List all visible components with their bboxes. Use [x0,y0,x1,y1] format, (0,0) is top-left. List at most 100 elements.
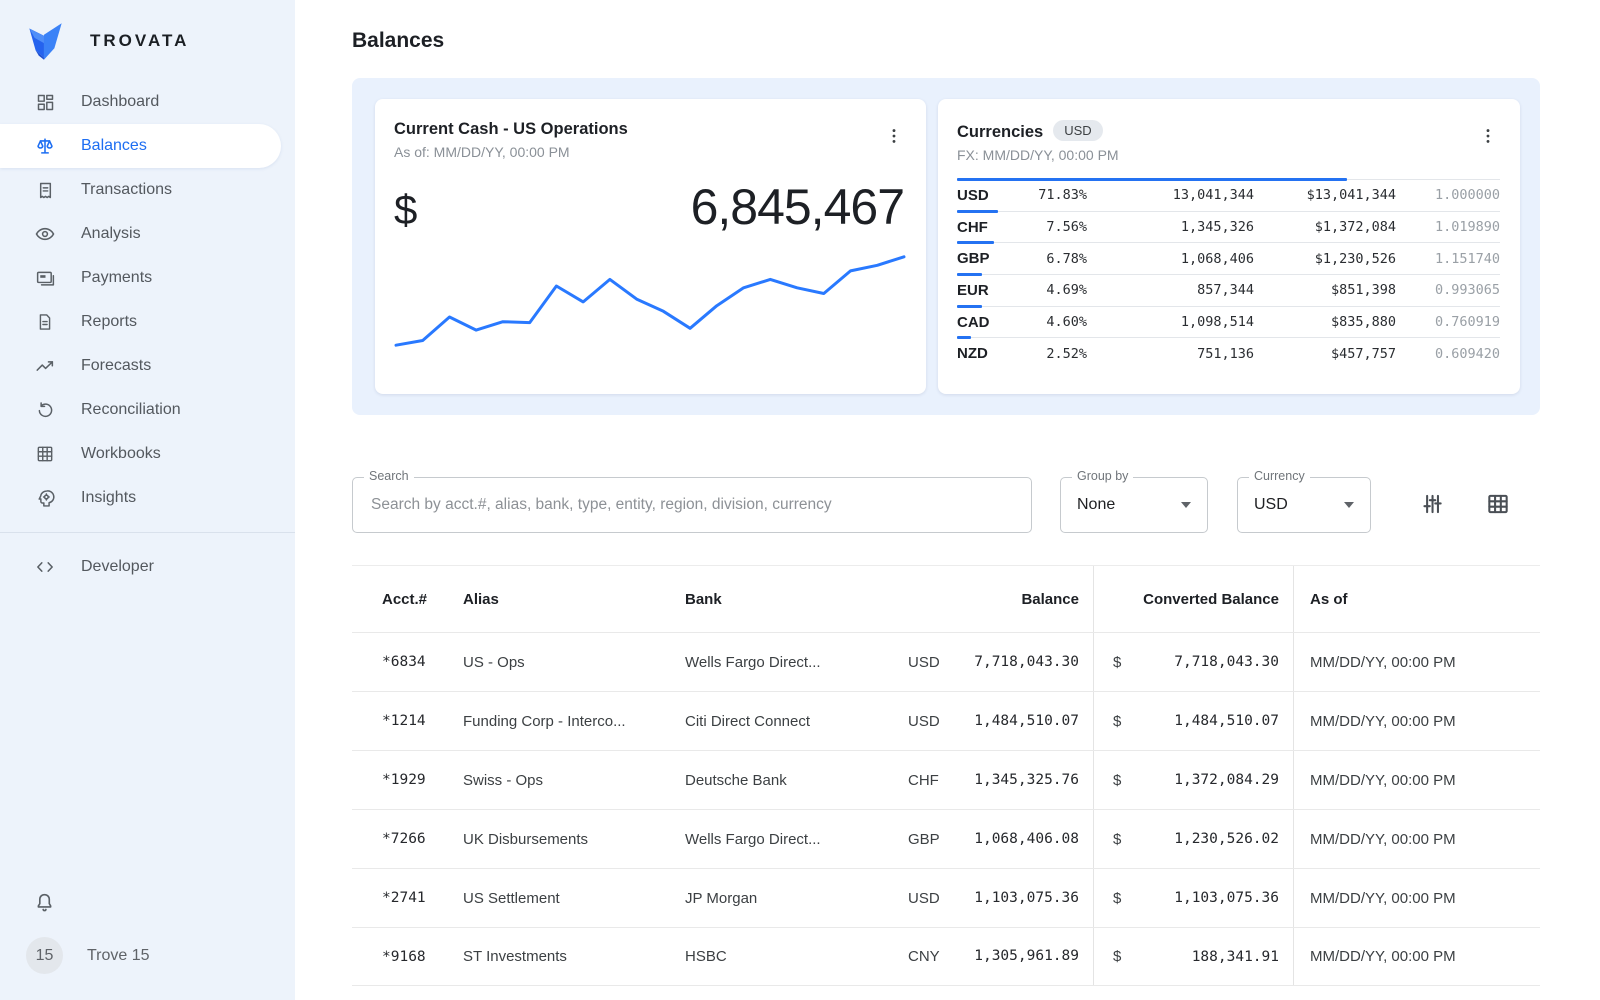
grid-view-button[interactable] [1483,489,1513,522]
currency-code: GBP [957,250,1009,267]
cash-amount: 6,845,467 [691,178,904,236]
currency-converted: $13,041,344 [1254,187,1396,203]
document-icon [33,310,57,334]
table-row[interactable]: *9168 ST Investments HSBC CNY1,305,961.8… [352,927,1540,986]
sidebar-item-label: Reports [81,313,137,331]
currency-amount: 1,098,514 [1087,314,1254,330]
header-converted-text: Converted Balance [1143,591,1279,608]
cell-ccy: USD [908,713,940,730]
sidebar-item-dashboard[interactable]: Dashboard [0,80,295,124]
table-header-row: Acct.# Alias Bank Balance Converted Bala… [352,566,1540,632]
cell-alias: Swiss - Ops [463,772,685,789]
brand-name: TROVATA [90,31,189,51]
sidebar-item-payments[interactable]: Payments [0,256,295,300]
table-grid-icon [1485,491,1511,517]
currency-amount: 13,041,344 [1087,187,1254,203]
code-icon [33,555,57,579]
sidebar-item-label: Forecasts [81,357,151,375]
header-acct: Acct.# [352,591,463,608]
table-row[interactable]: *2741 US Settlement JP Morgan USD1,103,0… [352,868,1540,927]
cell-dollar-sign: $ [1113,948,1121,965]
brand-row: TROVATA [0,0,295,66]
currency-select[interactable]: Currency USD [1237,477,1371,533]
search-input[interactable] [353,496,1031,514]
cash-card-as-of: As of: MM/DD/YY, 00:00 PM [394,144,628,160]
cell-balance: 1,345,325.76 [974,772,1079,789]
cell-dollar-sign: $ [1113,713,1121,730]
search-field-label: Search [364,469,414,483]
cell-dollar-sign: $ [1113,654,1121,671]
currency-amount: 1,068,406 [1087,251,1254,267]
currencies-card-menu-button[interactable] [1476,124,1500,151]
cell-bank: Wells Fargo Direct... [685,654,882,671]
cell-ccy: CNY [908,948,940,965]
sidebar-item-transactions[interactable]: Transactions [0,168,295,212]
cash-card-menu-button[interactable] [882,124,906,151]
filter-bar: Search Group by None Currency USD [352,477,1540,533]
sidebar-item-reports[interactable]: Reports [0,300,295,344]
chevron-down-icon [1344,502,1354,508]
sidebar-item-label: Workbooks [81,445,161,463]
sidebar-item-forecasts[interactable]: Forecasts [0,344,295,388]
receipt-icon [33,178,57,202]
currency-code: CHF [957,219,1009,236]
table-row[interactable]: *1214 Funding Corp - Interco... Citi Dir… [352,691,1540,750]
cell-alias: US Settlement [463,890,685,907]
table-row[interactable]: *1929 Swiss - Ops Deutsche Bank CHF1,345… [352,750,1540,809]
cell-alias: UK Disbursements [463,831,685,848]
sidebar-item-analysis[interactable]: Analysis [0,212,295,256]
currency-rate: 0.993065 [1396,282,1500,298]
kebab-icon [884,126,904,146]
sidebar-item-insights[interactable]: Insights [0,476,295,520]
refresh-icon [33,398,57,422]
currencies-usd-badge: USD [1053,120,1102,141]
cell-ccy: CHF [908,772,939,789]
sidebar-item-label: Dashboard [81,93,159,111]
profile-menu[interactable]: 15 Trove 15 [0,937,295,974]
sidebar-item-developer[interactable]: Developer [0,545,295,589]
currency-converted: $1,230,526 [1254,251,1396,267]
currency-rate: 1.000000 [1396,187,1500,203]
cash-sparkline-line [396,257,904,345]
cell-as-of: MM/DD/YY, 00:00 PM [1294,948,1540,965]
column-settings-button[interactable] [1417,489,1447,522]
currency-share-bar [957,336,971,339]
cell-alias: Funding Corp - Interco... [463,713,685,730]
header-as-of: As of [1294,591,1540,608]
cell-balance: 1,068,406.08 [974,831,1079,848]
sidebar-item-label: Transactions [81,181,172,199]
scale-icon [33,134,57,158]
trend-up-icon [33,354,57,378]
cell-balance: 7,718,043.30 [974,654,1079,671]
chevron-down-icon [1181,502,1191,508]
search-field: Search [352,477,1032,533]
sidebar-item-workbooks[interactable]: Workbooks [0,432,295,476]
main-content: Balances Current Cash - US Operations As… [295,0,1600,1000]
cell-ccy: GBP [908,831,940,848]
sliders-icon [1419,491,1445,517]
currency-share-bar [957,241,994,244]
profile-name: Trove 15 [87,947,150,965]
page-title: Balances [352,29,1540,53]
table-row[interactable]: *7266 UK Disbursements Wells Fargo Direc… [352,809,1540,868]
cell-converted: 1,372,084.29 [1174,772,1279,788]
currency-share-bar [957,305,982,308]
notifications-button[interactable] [33,891,56,917]
header-converted: Converted Balance [1093,566,1294,632]
sidebar-item-balances[interactable]: Balances [0,124,281,168]
currencies-card-title: CurrenciesUSD [957,120,1119,142]
sidebar-item-reconciliation[interactable]: Reconciliation [0,388,295,432]
table-body: *6834 US - Ops Wells Fargo Direct... USD… [352,632,1540,986]
dashboard-icon [33,90,57,114]
currency-share-bar [957,178,1347,181]
group-by-select[interactable]: Group by None [1060,477,1208,533]
currency-row-eur: EUR 4.69% 857,344 $851,398 0.993065 [957,274,1500,306]
currency-pct: 71.83% [1009,187,1087,203]
table-row[interactable]: *6834 US - Ops Wells Fargo Direct... USD… [352,632,1540,691]
currency-converted: $1,372,084 [1254,219,1396,235]
cell-acct: *6834 [352,654,463,670]
currency-converted: $457,757 [1254,346,1396,362]
header-balance: Balance [882,591,1093,608]
cell-balance: 1,103,075.36 [974,890,1079,907]
currency-converted: $835,880 [1254,314,1396,330]
